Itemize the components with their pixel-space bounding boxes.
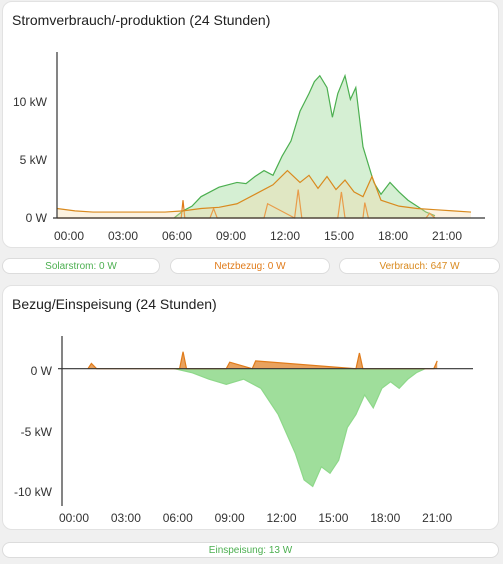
x-tick-label: 21:00 [422, 511, 452, 525]
grid-exchange-chart[interactable]: 0 W -5 kW -10 kW 00:00 03:00 06:00 09:00 12:00 1… [3, 286, 500, 531]
y-tick-label: -5 kW [21, 425, 53, 439]
x-tick-label: 00:00 [54, 229, 84, 243]
y-tick-label: 10 kW [13, 95, 48, 109]
x-tick-label: 18:00 [370, 511, 400, 525]
grid-import-chip[interactable]: Netzbezug: 0 W [170, 258, 330, 274]
x-tick-label: 00:00 [59, 511, 89, 525]
solar-power-chip[interactable]: Solarstrom: 0 W [2, 258, 160, 274]
series-area [174, 368, 426, 487]
y-tick-label: -10 kW [14, 485, 53, 499]
chip-label: Netzbezug: 0 W [214, 261, 286, 272]
card-title: Bezug/Einspeisung (24 Stunden) [12, 296, 217, 312]
chip-label: Verbrauch: 647 W [379, 261, 460, 272]
x-tick-label: 06:00 [163, 511, 193, 525]
x-tick-label: 09:00 [216, 229, 246, 243]
power-chart[interactable]: 0 W 5 kW 10 kW 00:00 03:00 06:00 09:00 12:00 15:… [3, 2, 500, 249]
x-tick-label: 18:00 [378, 229, 408, 243]
series-area [57, 170, 471, 218]
x-tick-label: 12:00 [266, 511, 296, 525]
x-tick-label: 09:00 [215, 511, 245, 525]
series-line [56, 169, 472, 213]
x-tick-label: 06:00 [162, 229, 192, 243]
x-tick-label: 12:00 [270, 229, 300, 243]
y-tick-label: 5 kW [20, 153, 48, 167]
card-title: Stromverbrauch/-produktion (24 Stunden) [12, 12, 271, 28]
x-tick-label: 15:00 [318, 511, 348, 525]
feed-in-chip[interactable]: Einspeisung: 13 W [2, 542, 499, 558]
x-tick-label: 03:00 [108, 229, 138, 243]
y-tick-label: 0 W [26, 211, 48, 225]
series-area [87, 351, 438, 369]
power-chart-card: Stromverbrauch/-produktion (24 Stunden) … [2, 1, 499, 248]
chip-label: Solarstrom: 0 W [45, 261, 117, 272]
consumption-chip[interactable]: Verbrauch: 647 W [339, 258, 500, 274]
x-tick-label: 03:00 [111, 511, 141, 525]
grid-exchange-chart-card: Bezug/Einspeisung (24 Stunden) 0 W -5 kW -… [2, 285, 499, 530]
y-tick-label: 0 W [31, 364, 53, 378]
series-line [174, 368, 426, 488]
x-tick-label: 15:00 [324, 229, 354, 243]
chip-label: Einspeisung: 13 W [208, 545, 293, 556]
series-line [173, 73, 436, 219]
x-tick-label: 21:00 [432, 229, 462, 243]
